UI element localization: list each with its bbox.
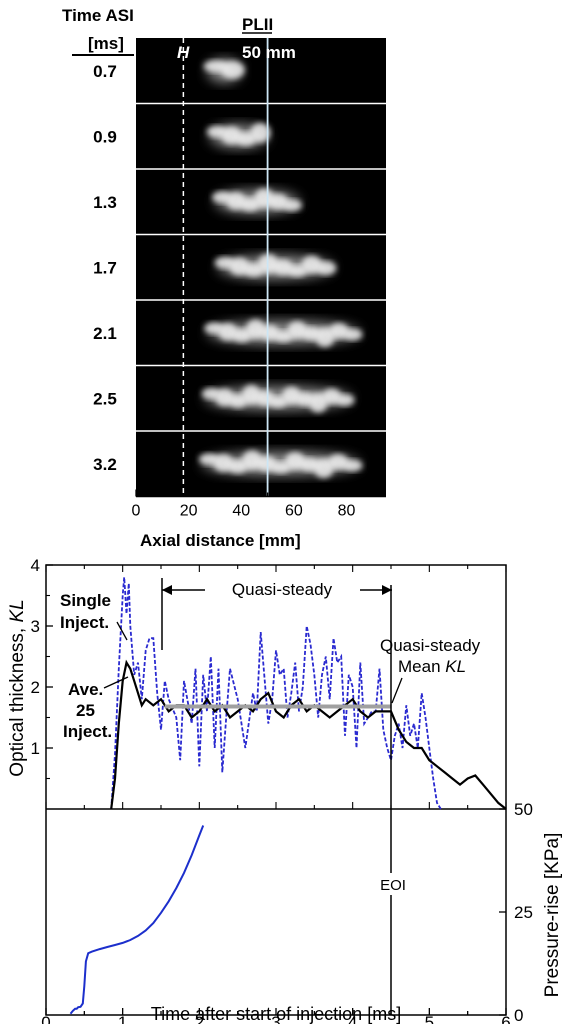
single-inject-label-1: Single	[60, 591, 111, 610]
time-x-tick-label: 0	[41, 1013, 50, 1024]
pressure-y-tick-label: 50	[514, 800, 533, 819]
quasi-steady-label: Quasi-steady	[232, 580, 333, 599]
time-x-tick-label: 3	[271, 1013, 280, 1024]
row-header-line2: [ms]	[88, 34, 124, 53]
spray-puff	[220, 61, 245, 79]
time-x-label: Time after start of injection [ms]	[151, 1004, 401, 1024]
avg-pointer	[103, 676, 129, 689]
image-frame	[136, 38, 386, 104]
strip-x-tick-label: 60	[285, 503, 303, 520]
spray-puff	[343, 328, 363, 341]
single-inject-line	[110, 577, 442, 810]
h-label: H	[177, 43, 190, 62]
single-inject-label-2: Inject.	[60, 613, 109, 632]
mean-pointer	[391, 677, 403, 704]
kl-y-axis: 1 2 3 4	[31, 556, 53, 780]
time-series-panel: 1 2 3 4 0 25 50 0 1 2 3 4 5 6 EOI Quasi-steady Sing…	[7, 556, 563, 1024]
kl-y-tick-label: 2	[31, 678, 40, 697]
spray-image	[203, 58, 245, 83]
spray-puff	[270, 461, 291, 474]
row-time-label: 2.1	[93, 324, 117, 343]
time-x-tick-label: 5	[425, 1013, 434, 1024]
eoi-label-bg	[375, 873, 411, 895]
kl-y-label: Optical thickness, KL	[7, 599, 28, 776]
pressure-y-tick-label: 0	[514, 1006, 523, 1024]
row-time-label: 3.2	[93, 455, 117, 474]
mean-label-2: Mean KL	[398, 657, 466, 676]
plii-label: PLII	[242, 15, 273, 34]
spray-puff	[268, 395, 288, 408]
strip-x-axis: 0 20 40 60 80	[132, 489, 386, 520]
spray-puff	[342, 459, 363, 472]
time-x-tick-label: 1	[118, 1013, 127, 1024]
quasi-steady-span: Quasi-steady	[161, 578, 392, 650]
avg-label-1: Ave.	[68, 680, 103, 699]
single-inject-pointer	[116, 621, 128, 641]
time-x-axis: 0 1 2 3 4 5 6	[41, 565, 511, 1024]
kl-y-tick-label: 3	[31, 617, 40, 636]
pressure-series	[69, 825, 205, 1015]
time-x-tick-label: 6	[501, 1013, 510, 1024]
kl-y-tick-label: 4	[31, 556, 40, 575]
spray-puff	[250, 122, 271, 143]
image-strip-panel: Time ASI [ms] PLII H 50 mm 0.7 0.9 1.3 1.7 2…	[62, 6, 386, 550]
spray-puff	[335, 394, 355, 406]
kl-series	[110, 577, 507, 810]
avg-label-3: Inject.	[63, 722, 112, 741]
plii-value: 50 mm	[242, 43, 296, 62]
row-time-label: 1.7	[93, 258, 117, 277]
spray-puff	[316, 261, 337, 276]
spray-image	[198, 450, 363, 479]
plot-frame	[45, 564, 507, 1016]
quasi-arrowhead-right	[382, 585, 392, 595]
strip-x-tick-label: 20	[180, 503, 198, 520]
row-labels: 0.7 0.9 1.3 1.7 2.1 2.5 3.2	[93, 62, 117, 474]
row-time-label: 0.9	[93, 127, 117, 146]
spray-image	[204, 319, 363, 348]
time-x-tick-label: 2	[195, 1013, 204, 1024]
row-header-line1: Time ASI	[62, 6, 134, 25]
pressure-y-tick-label: 25	[514, 903, 533, 922]
row-time-label: 1.3	[93, 193, 117, 212]
strip-x-tick-label: 40	[232, 503, 250, 520]
strip-x-tick-label: 0	[132, 503, 141, 520]
spray-image	[212, 188, 302, 214]
kl-y-tick-label: 1	[31, 739, 40, 758]
pressure-rise-line	[69, 825, 205, 1015]
spray-puff	[282, 199, 302, 212]
spray-puff	[273, 330, 294, 343]
quasi-arrowhead-left	[162, 585, 172, 595]
mean-label-1: Quasi-steady	[380, 636, 481, 655]
spray-image	[206, 122, 271, 149]
spray-image	[201, 384, 355, 413]
row-time-label: 2.5	[93, 389, 117, 408]
pressure-y-axis: 0 25 50	[499, 800, 533, 1024]
avg-label-2: 25	[76, 701, 95, 720]
strip-x-label: Axial distance [mm]	[140, 531, 301, 550]
row-time-label: 0.7	[93, 62, 117, 81]
average-inject-line	[110, 659, 507, 810]
time-x-tick-label: 4	[348, 1013, 357, 1024]
spray-puff	[287, 264, 308, 277]
strip-x-tick-label: 80	[338, 503, 356, 520]
pressure-y-label: Pressure-rise [KPa]	[542, 833, 563, 998]
image-frames	[136, 38, 386, 497]
eoi-label: EOI	[380, 877, 406, 894]
